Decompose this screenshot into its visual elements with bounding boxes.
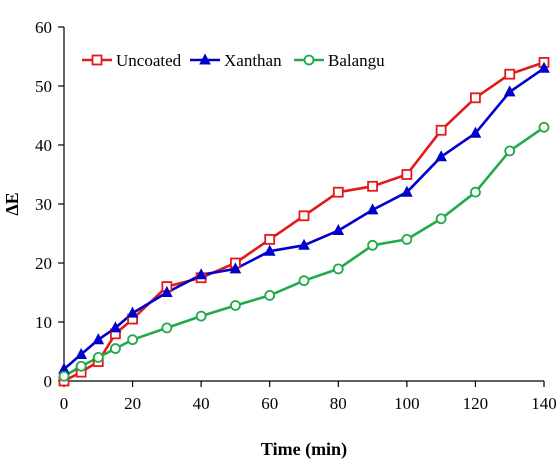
- data-point-balangu: [230, 300, 241, 311]
- data-point-uncoated: [401, 169, 413, 180]
- x-tick-label: 120: [463, 394, 489, 413]
- data-point-uncoated: [367, 180, 378, 192]
- y-tick-label: 40: [35, 136, 52, 155]
- data-point-xanthan: [503, 85, 516, 97]
- data-point-balangu: [161, 322, 173, 334]
- data-point-xanthan: [469, 126, 482, 138]
- data-point-xanthan: [332, 223, 345, 236]
- data-point-balangu: [75, 360, 87, 372]
- data-point-balangu: [435, 213, 447, 225]
- legend-label-uncoated: Uncoated: [116, 51, 182, 70]
- legend-item-xanthan: Xanthan: [190, 51, 282, 70]
- legend-item-uncoated: Uncoated: [82, 51, 182, 70]
- data-point-xanthan: [538, 61, 550, 73]
- data-point-xanthan: [229, 262, 242, 274]
- y-tick-label: 30: [35, 195, 52, 214]
- x-tick-label: 40: [193, 394, 210, 413]
- data-point-xanthan: [298, 238, 310, 250]
- data-point-balangu: [367, 239, 378, 251]
- y-tick-label: 20: [35, 254, 52, 273]
- data-point-balangu: [332, 263, 344, 275]
- x-tick-label: 60: [261, 394, 278, 413]
- legend-label-balangu: Balangu: [328, 51, 385, 70]
- data-point-uncoated: [298, 210, 310, 222]
- legend-marker-balangu: [303, 54, 315, 66]
- data-point-balangu: [470, 186, 481, 198]
- x-tick-label: 20: [124, 394, 141, 413]
- y-axis-title: ΔE: [2, 192, 22, 215]
- data-point-uncoated: [332, 186, 344, 198]
- data-point-balangu: [110, 343, 121, 354]
- y-tick-label: 0: [44, 372, 53, 391]
- data-point-balangu: [298, 275, 310, 287]
- x-tick-label: 100: [394, 394, 420, 413]
- x-tick-label: 80: [330, 394, 347, 413]
- data-point-balangu: [195, 310, 207, 322]
- data-point-balangu: [127, 334, 138, 346]
- data-point-xanthan: [92, 333, 105, 345]
- data-point-xanthan: [195, 268, 207, 280]
- y-tick-label: 10: [35, 313, 52, 332]
- data-point-balangu: [92, 351, 104, 363]
- x-tick-label: 0: [60, 394, 69, 413]
- data-point-xanthan: [435, 150, 447, 162]
- data-point-xanthan: [109, 321, 122, 333]
- data-point-uncoated: [504, 68, 516, 80]
- y-tick-label: 60: [35, 18, 52, 37]
- data-point-balangu: [401, 233, 413, 245]
- legend-marker-xanthan: [199, 53, 211, 65]
- data-point-uncoated: [435, 124, 447, 136]
- legend-label-xanthan: Xanthan: [224, 51, 282, 70]
- x-axis-title: Time (min): [261, 439, 347, 460]
- x-tick-label: 140: [531, 394, 557, 413]
- data-point-balangu: [504, 145, 516, 157]
- legend-item-balangu: Balangu: [294, 51, 385, 70]
- data-point-balangu: [264, 290, 276, 301]
- data-point-uncoated: [470, 92, 481, 104]
- data-point-xanthan: [263, 244, 276, 256]
- data-point-uncoated: [264, 233, 276, 245]
- data-point-xanthan: [401, 185, 413, 197]
- data-point-balangu: [538, 121, 550, 133]
- y-tick-label: 50: [35, 77, 52, 96]
- series-line-uncoated: [63, 61, 545, 383]
- data-point-xanthan: [366, 203, 379, 215]
- data-point-xanthan: [161, 285, 173, 297]
- legend-marker-uncoated: [91, 54, 103, 66]
- data-point-xanthan: [126, 306, 139, 318]
- data-point-balangu: [58, 370, 70, 382]
- data-point-xanthan: [75, 347, 87, 359]
